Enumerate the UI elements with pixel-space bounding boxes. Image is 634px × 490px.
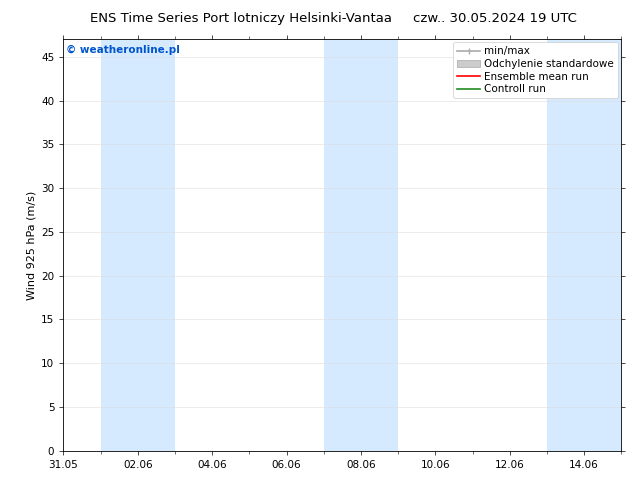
- Text: czw.. 30.05.2024 19 UTC: czw.. 30.05.2024 19 UTC: [413, 12, 576, 25]
- Bar: [324, 39, 398, 451]
- Text: ENS Time Series Port lotniczy Helsinki-Vantaa: ENS Time Series Port lotniczy Helsinki-V…: [90, 12, 392, 25]
- Legend: min/max, Odchylenie standardowe, Ensemble mean run, Controll run: min/max, Odchylenie standardowe, Ensembl…: [453, 42, 618, 98]
- Text: © weatheronline.pl: © weatheronline.pl: [66, 46, 180, 55]
- Bar: [547, 39, 621, 451]
- Y-axis label: Wind 925 hPa (m/s): Wind 925 hPa (m/s): [27, 191, 37, 299]
- Bar: [101, 39, 175, 451]
